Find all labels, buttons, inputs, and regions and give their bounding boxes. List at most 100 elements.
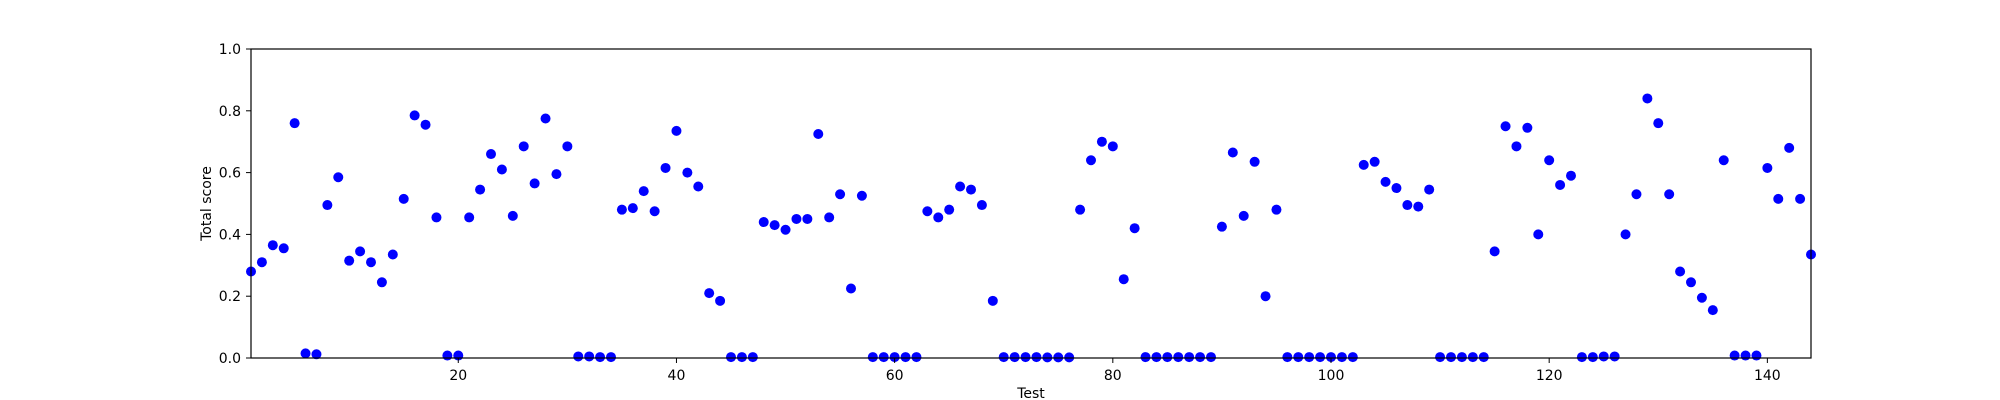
data-point bbox=[922, 206, 933, 217]
data-point bbox=[540, 113, 551, 124]
data-point bbox=[507, 210, 518, 221]
data-point bbox=[1773, 193, 1784, 204]
data-point bbox=[1304, 352, 1315, 363]
data-point bbox=[1544, 155, 1555, 166]
data-point bbox=[616, 204, 627, 215]
y-axis-label: Total score bbox=[199, 166, 215, 242]
data-points bbox=[246, 93, 1816, 363]
data-point bbox=[780, 224, 791, 235]
data-point bbox=[1566, 170, 1576, 181]
data-point bbox=[627, 203, 638, 214]
y-tick-label: 0.0 bbox=[219, 351, 241, 367]
data-point bbox=[387, 249, 398, 260]
data-point bbox=[1315, 352, 1326, 363]
data-point bbox=[1009, 352, 1020, 363]
data-point bbox=[1162, 352, 1173, 363]
x-tick-label: 20 bbox=[449, 368, 467, 384]
data-point bbox=[1664, 189, 1675, 200]
data-point bbox=[529, 178, 540, 189]
data-point bbox=[1326, 352, 1336, 363]
data-point bbox=[1522, 122, 1533, 133]
data-point bbox=[824, 212, 835, 223]
data-point bbox=[878, 352, 889, 363]
data-point bbox=[1173, 352, 1184, 363]
x-tick-label: 80 bbox=[1104, 368, 1122, 384]
data-point bbox=[1086, 155, 1096, 166]
data-point bbox=[1053, 352, 1064, 363]
y-tick-label: 0.4 bbox=[219, 227, 241, 243]
data-point bbox=[1576, 352, 1587, 363]
data-point bbox=[933, 212, 944, 223]
data-point bbox=[1271, 204, 1282, 215]
data-point bbox=[1631, 189, 1642, 200]
data-point bbox=[1533, 229, 1544, 240]
data-point bbox=[366, 257, 376, 268]
data-point bbox=[278, 243, 289, 254]
data-point bbox=[1336, 352, 1347, 363]
data-point bbox=[1446, 352, 1456, 363]
data-point bbox=[1096, 136, 1107, 147]
data-point bbox=[1707, 305, 1718, 316]
data-point bbox=[944, 204, 955, 215]
data-point bbox=[1642, 93, 1653, 104]
data-point bbox=[835, 189, 846, 200]
data-point bbox=[726, 352, 736, 363]
data-point bbox=[518, 141, 529, 152]
data-point bbox=[1020, 352, 1031, 363]
data-point bbox=[1587, 352, 1598, 363]
data-point bbox=[1227, 147, 1238, 158]
data-point bbox=[1260, 291, 1271, 302]
data-point bbox=[747, 352, 758, 363]
data-point bbox=[398, 193, 409, 204]
data-point bbox=[1598, 351, 1609, 362]
x-tick-label: 120 bbox=[1536, 368, 1563, 384]
data-point bbox=[1686, 277, 1696, 288]
data-point bbox=[1216, 221, 1227, 232]
data-point bbox=[1238, 210, 1249, 221]
data-point bbox=[300, 348, 311, 359]
data-point bbox=[846, 283, 856, 294]
data-point bbox=[736, 352, 747, 363]
y-tick-label: 0.8 bbox=[219, 104, 241, 120]
data-point bbox=[1391, 183, 1402, 194]
data-point bbox=[1129, 223, 1140, 234]
data-point bbox=[431, 212, 442, 223]
data-point bbox=[660, 162, 671, 173]
x-tick-label: 140 bbox=[1754, 368, 1781, 384]
data-point bbox=[1249, 156, 1260, 167]
data-point bbox=[442, 350, 453, 361]
data-point bbox=[1511, 141, 1522, 152]
data-point bbox=[911, 352, 922, 363]
data-point bbox=[813, 128, 824, 139]
data-point bbox=[1075, 204, 1086, 215]
data-point bbox=[1675, 266, 1686, 277]
y-tick-label: 1.0 bbox=[219, 42, 241, 58]
data-point bbox=[1424, 184, 1435, 195]
data-point bbox=[1140, 352, 1151, 363]
data-point bbox=[671, 125, 682, 136]
data-point bbox=[889, 352, 900, 363]
data-point bbox=[606, 352, 616, 363]
data-point bbox=[682, 167, 693, 178]
data-point bbox=[955, 181, 966, 192]
data-point bbox=[791, 213, 802, 224]
data-point bbox=[1151, 352, 1162, 363]
data-point bbox=[420, 119, 431, 130]
data-point bbox=[966, 184, 976, 195]
data-point bbox=[1609, 351, 1620, 362]
data-point bbox=[475, 184, 486, 195]
data-point bbox=[1729, 350, 1740, 361]
data-point bbox=[998, 352, 1009, 363]
data-point bbox=[333, 172, 344, 183]
data-point bbox=[376, 277, 387, 288]
data-point bbox=[1413, 201, 1424, 212]
data-point bbox=[649, 206, 660, 217]
plot-frame bbox=[250, 48, 1812, 359]
x-tick-label: 100 bbox=[1318, 368, 1345, 384]
data-point bbox=[573, 351, 584, 362]
data-point bbox=[1282, 352, 1293, 363]
y-axis-ticks: 0.0 0.2 0.4 0.6 0.8 1.0 bbox=[219, 42, 251, 367]
data-point bbox=[900, 352, 911, 363]
x-axis-label: Test bbox=[1016, 386, 1045, 400]
y-tick-label: 0.2 bbox=[219, 289, 241, 305]
